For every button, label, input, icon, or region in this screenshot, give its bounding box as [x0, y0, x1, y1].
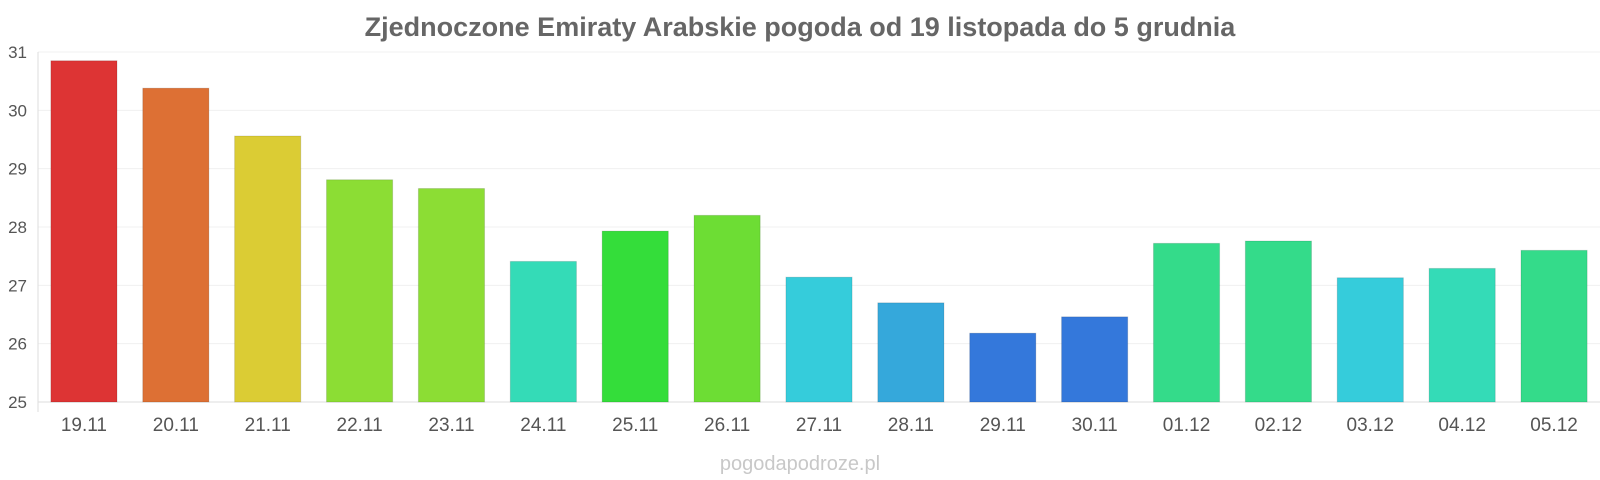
bars — [50, 60, 1588, 403]
y-tick-label: 30 — [8, 101, 27, 120]
bar-04.12 — [1428, 267, 1496, 403]
bar-23.11 — [417, 188, 486, 403]
x-tick-label: 19.11 — [61, 415, 107, 436]
x-tick-label: 25.11 — [612, 415, 658, 436]
bar-03.12 — [1336, 277, 1404, 403]
x-tick-label: 04.12 — [1438, 415, 1486, 436]
x-tick-label: 05.12 — [1530, 415, 1578, 436]
x-tick-label: 23.11 — [428, 415, 474, 436]
x-tick-label: 26.11 — [704, 415, 750, 436]
y-tick-label: 27 — [8, 276, 27, 295]
x-tick-labels: 19.11 20.11 21.11 22.11 23.11 24.11 25.11 26.11… — [61, 415, 1578, 436]
bar-05.12 — [1520, 249, 1588, 403]
bar-26.11 — [693, 214, 761, 403]
x-tick-label: 02.12 — [1255, 415, 1303, 436]
x-tick-label: 27.11 — [796, 415, 842, 436]
bar-24.11 — [509, 260, 577, 403]
x-tick-label: 22.11 — [337, 415, 383, 436]
x-tick-label: 24.11 — [520, 415, 566, 436]
bar-28.11 — [877, 302, 945, 403]
x-tick-label: 20.11 — [153, 415, 199, 436]
x-tick-label: 03.12 — [1347, 415, 1395, 436]
bar-25.11 — [601, 230, 669, 403]
y-tick-label: 31 — [8, 43, 27, 62]
x-tick-label: 29.11 — [980, 415, 1026, 436]
bar-29.11 — [969, 332, 1037, 403]
x-tick-label: 21.11 — [245, 415, 291, 436]
bar-27.11 — [785, 276, 853, 403]
chart-title: Zjednoczone Emiraty Arabskie pogoda od 1… — [365, 12, 1237, 42]
bar-22.11 — [326, 179, 394, 403]
y-tick-label: 28 — [8, 218, 27, 237]
y-tick-labels: 25 26 27 28 29 30 31 — [8, 43, 27, 412]
watermark: pogodapodroze.pl — [720, 453, 880, 475]
bar-30.11 — [1061, 316, 1129, 403]
x-tick-label: 01.12 — [1163, 415, 1211, 436]
bar-20.11 — [142, 87, 210, 403]
bar-19.11 — [50, 60, 118, 403]
x-tick-label: 28.11 — [888, 415, 934, 436]
bar-01.12 — [1152, 242, 1221, 403]
y-tick-label: 29 — [8, 160, 27, 179]
bar-02.12 — [1244, 240, 1312, 403]
y-tick-label: 25 — [8, 393, 27, 412]
y-tick-label: 26 — [8, 335, 27, 354]
bar-21.11 — [234, 135, 302, 403]
x-tick-label: 30.11 — [1072, 415, 1118, 436]
